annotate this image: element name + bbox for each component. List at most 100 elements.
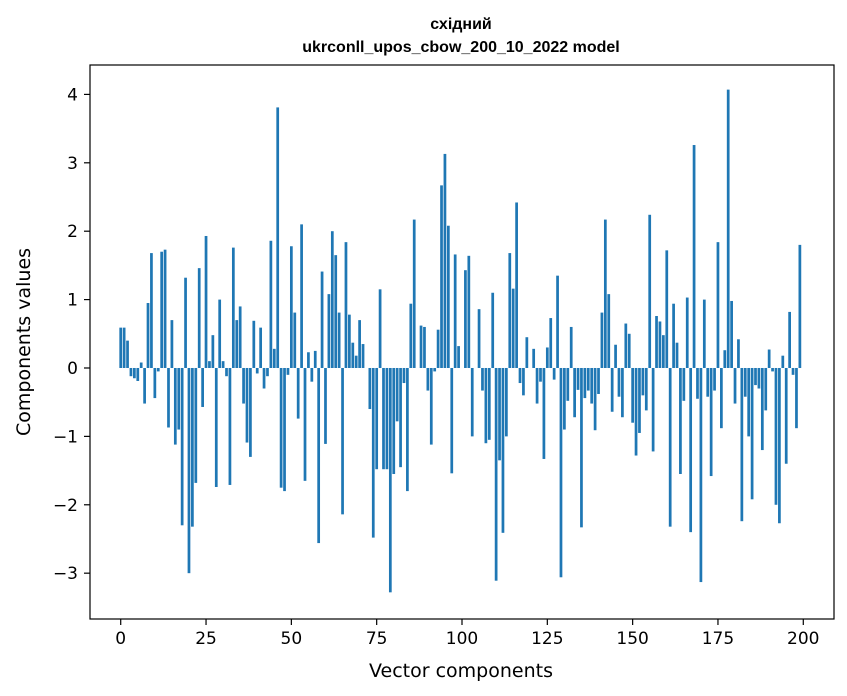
bar-111 (498, 367, 501, 461)
bar-99 (457, 346, 460, 368)
bar-50 (289, 246, 293, 368)
bar-85 (409, 303, 413, 368)
bar-101 (464, 270, 467, 368)
bar-103 (470, 367, 474, 437)
bar-37 (245, 367, 249, 443)
bar-164 (679, 367, 682, 475)
bar-182 (740, 367, 744, 522)
bar-177 (723, 350, 727, 368)
bar-0 (119, 327, 123, 368)
bar-52 (296, 367, 300, 419)
bar-73 (368, 367, 372, 410)
bar-159 (661, 335, 665, 368)
bar-194 (781, 355, 785, 368)
bar-21 (191, 367, 194, 527)
bar-6 (139, 362, 143, 368)
bar-198 (795, 367, 798, 429)
bar-175 (716, 242, 720, 368)
bar-42 (262, 367, 266, 389)
bar-1 (122, 327, 126, 368)
bar-187 (757, 367, 761, 389)
bar-184 (747, 367, 751, 437)
bar-180 (733, 367, 737, 404)
bar-94 (440, 185, 443, 368)
bar-97 (450, 367, 454, 474)
y-tick-label: 0 (67, 359, 78, 379)
bar-149 (627, 333, 631, 368)
x-tick-label: 25 (195, 629, 217, 649)
bar-14 (167, 367, 170, 428)
x-tick-label: 150 (616, 629, 648, 649)
y-tick-label: 1 (67, 291, 78, 311)
bar-126 (549, 318, 553, 368)
bar-199 (798, 244, 802, 368)
bar-121 (532, 348, 536, 368)
bar-25 (204, 235, 208, 368)
bar-15 (170, 320, 174, 368)
bar-27 (211, 335, 215, 368)
bar-150 (631, 367, 635, 423)
bar-131 (566, 367, 570, 401)
bar-130 (563, 367, 566, 430)
y-tick-label: −2 (53, 496, 78, 516)
bar-157 (655, 316, 658, 368)
bar-167 (689, 367, 693, 533)
bar-3 (129, 367, 133, 377)
bar-36 (242, 367, 245, 404)
bar-122 (535, 367, 539, 404)
bar-2 (126, 340, 129, 368)
bar-166 (685, 297, 689, 368)
bar-161 (668, 367, 672, 527)
bar-54 (303, 367, 307, 481)
bar-176 (720, 367, 723, 429)
bar-81 (395, 367, 399, 422)
bar-75 (375, 367, 379, 470)
bar-160 (665, 250, 669, 368)
bar-114 (508, 253, 512, 368)
bar-142 (603, 219, 607, 368)
bar-138 (590, 367, 594, 404)
bar-151 (634, 367, 638, 456)
bar-70 (358, 320, 361, 368)
bar-8 (146, 303, 150, 368)
bars-layer (119, 89, 802, 593)
bar-46 (276, 107, 280, 368)
bar-90 (426, 367, 430, 391)
bar-158 (658, 321, 662, 368)
bar-44 (269, 240, 273, 368)
bar-102 (467, 255, 471, 368)
bar-113 (505, 367, 508, 437)
bar-47 (279, 367, 283, 488)
bar-190 (767, 349, 771, 368)
bar-128 (556, 275, 559, 368)
bar-117 (518, 367, 522, 384)
x-tick-label: 175 (702, 629, 734, 649)
bar-115 (511, 288, 515, 368)
bar-135 (580, 367, 583, 528)
bar-168 (692, 145, 696, 368)
bar-144 (610, 367, 614, 412)
bar-30 (221, 361, 225, 368)
bar-188 (760, 367, 764, 451)
bar-51 (293, 312, 297, 368)
bar-110 (494, 367, 498, 581)
bar-196 (788, 311, 791, 368)
x-tick-label: 75 (366, 629, 388, 649)
bar-35 (238, 306, 242, 368)
bar-91 (429, 367, 433, 445)
bar-123 (539, 367, 542, 382)
bar-147 (621, 367, 624, 418)
chart-title-line2: ukrconll_upos_cbow_200_10_2022 model (302, 39, 619, 56)
bar-58 (317, 367, 321, 544)
bar-65 (341, 367, 344, 515)
bar-68 (351, 342, 355, 368)
bar-63 (334, 255, 338, 368)
bar-20 (187, 367, 191, 574)
y-tick-label: −1 (53, 427, 78, 447)
bar-145 (614, 344, 617, 368)
bar-179 (730, 300, 733, 368)
x-axis-label: Vector components (369, 660, 553, 682)
bar-40 (255, 367, 259, 374)
bar-39 (252, 320, 256, 368)
